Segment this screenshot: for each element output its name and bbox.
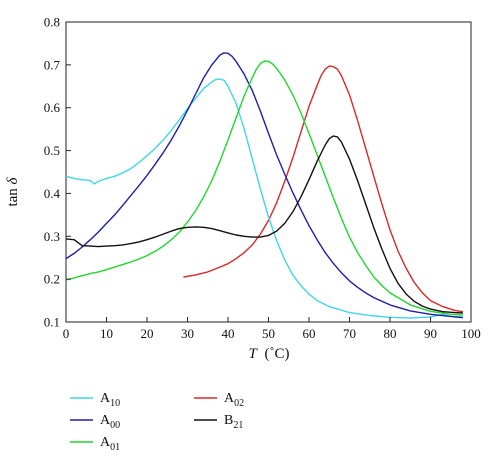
legend-label-base: A bbox=[100, 435, 111, 450]
y-axis-title-symbol: δ bbox=[5, 176, 21, 184]
x-tick-label: 10 bbox=[100, 326, 113, 341]
x-tick-label: 60 bbox=[303, 326, 316, 341]
legend-item-b21: B21 bbox=[194, 413, 243, 431]
series-line-a01 bbox=[65, 60, 463, 316]
y-tick-label: 0.1 bbox=[44, 315, 60, 330]
y-tick-label: 0.5 bbox=[44, 143, 60, 158]
x-tick-label: 100 bbox=[461, 326, 481, 341]
legend-item-a01: A01 bbox=[70, 435, 120, 453]
y-tick-label: 0.6 bbox=[44, 100, 61, 115]
y-tick-label: 0.3 bbox=[44, 229, 60, 244]
legend-item-a00: A00 bbox=[70, 413, 120, 431]
plot-area: 0 10 20 30 40 50 60 70 80 90 100 0.1 0.2 0.3 0.4 0.5 0.6… bbox=[44, 15, 481, 342]
x-axis-title-unit: (˚C) bbox=[265, 346, 290, 362]
y-tick-label: 0.7 bbox=[44, 57, 61, 72]
legend-label-subscript: 02 bbox=[234, 398, 244, 409]
x-axis-title-main: T bbox=[248, 346, 258, 362]
legend-label-subscript: 00 bbox=[110, 420, 120, 431]
legend-item-a10: A10 bbox=[70, 391, 120, 409]
x-tick-label: 80 bbox=[384, 326, 397, 341]
x-tick-label: 90 bbox=[424, 326, 437, 341]
legend-label-subscript: 01 bbox=[110, 442, 120, 453]
legend-label: B21 bbox=[224, 413, 243, 431]
x-tick-label: 20 bbox=[141, 326, 154, 341]
legend-label: A01 bbox=[100, 435, 120, 453]
y-tick-label: 0.8 bbox=[44, 15, 60, 30]
y-axis-title-main: tan bbox=[5, 188, 21, 207]
series-line-b21 bbox=[65, 135, 463, 314]
legend-label-base: A bbox=[224, 391, 235, 406]
series-line-a10 bbox=[65, 78, 463, 319]
series-layer bbox=[65, 52, 464, 319]
series-line-a02 bbox=[183, 65, 464, 313]
legend-label: A02 bbox=[224, 391, 244, 409]
y-tick-label: 0.2 bbox=[44, 272, 60, 287]
x-tick-label: 30 bbox=[181, 326, 194, 341]
legend-label-subscript: 10 bbox=[110, 398, 120, 409]
legend-label-subscript: 21 bbox=[233, 420, 243, 431]
legend-item-a02: A02 bbox=[194, 391, 244, 409]
legend-label-base: B bbox=[224, 413, 233, 428]
x-tick-label: 50 bbox=[262, 326, 275, 341]
y-tick-label: 0.4 bbox=[44, 186, 61, 201]
y-axis-title: tan δ bbox=[5, 176, 21, 206]
x-tick-label: 0 bbox=[63, 326, 70, 341]
plot-frame bbox=[65, 21, 472, 323]
x-axis-title: T (˚C) bbox=[248, 346, 289, 362]
legend-label-base: A bbox=[100, 391, 111, 406]
series-line-a00 bbox=[65, 52, 463, 319]
legend-label: A10 bbox=[100, 391, 120, 409]
x-tick-label: 40 bbox=[222, 326, 235, 341]
legend-label-base: A bbox=[100, 413, 111, 428]
ticks-layer: 0 10 20 30 40 50 60 70 80 90 100 0.1 0.2 0.3 0.4 0.5 0.6… bbox=[44, 15, 481, 342]
legend-label: A00 bbox=[100, 413, 120, 431]
x-tick-label: 70 bbox=[343, 326, 356, 341]
